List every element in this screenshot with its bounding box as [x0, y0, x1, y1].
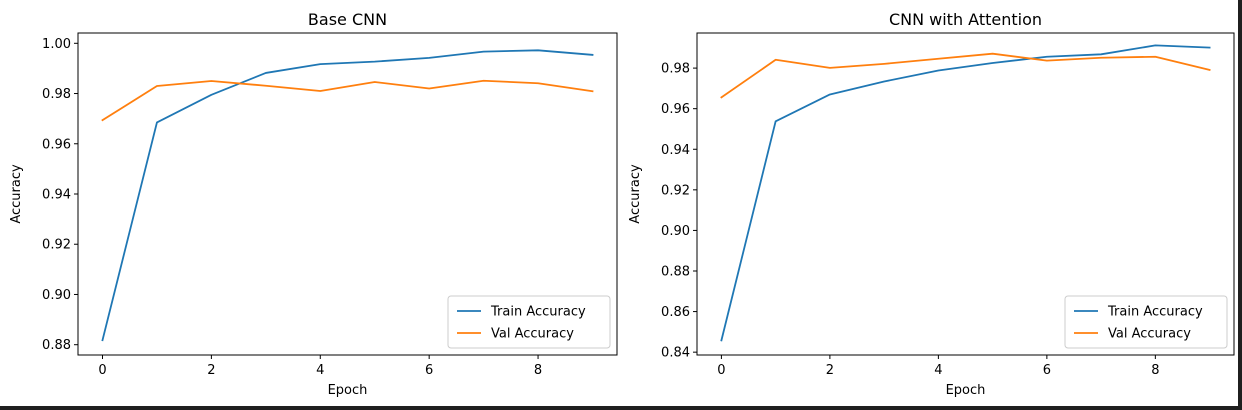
- y-tick-label: 0.94: [661, 143, 690, 158]
- legend-label: Train Accuracy: [490, 305, 586, 320]
- series-line-train-accuracy: [101, 49, 594, 342]
- y-tick-label: 0.86: [661, 305, 690, 320]
- y-tick-label: 1.00: [42, 37, 71, 52]
- chart-title: CNN with Attention: [889, 10, 1042, 29]
- subplot-2: CNN with Attention 0 2 4 6 8 0.84 0.86 0.88 0.90 0…: [628, 10, 1235, 398]
- legend: Train Accuracy Val Accuracy: [1064, 295, 1228, 349]
- y-tick-label: 0.98: [42, 87, 71, 102]
- x-tick-label: 0: [98, 363, 106, 378]
- axes-frame: [696, 32, 1235, 356]
- y-tick-label: 0.96: [661, 102, 690, 117]
- x-axis-label: Epoch: [328, 383, 368, 398]
- x-axis-label: Epoch: [946, 383, 986, 398]
- x-tick-label: 6: [1043, 363, 1051, 378]
- legend: Train Accuracy Val Accuracy: [447, 295, 611, 349]
- y-tick-label: 0.90: [661, 224, 690, 239]
- x-tick-label: 2: [207, 363, 215, 378]
- series-line-val-accuracy: [101, 79, 594, 122]
- y-tick-label: 0.88: [42, 338, 71, 353]
- legend-label: Train Accuracy: [1107, 305, 1203, 320]
- x-tick-label: 8: [534, 363, 542, 378]
- series-line-val-accuracy: [720, 52, 1211, 99]
- y-tick-label: 0.94: [42, 188, 71, 203]
- legend-label: Val Accuracy: [491, 327, 574, 342]
- x-tick-label: 0: [717, 363, 725, 378]
- y-axis-label: Accuracy: [628, 164, 643, 224]
- y-tick-label: 0.96: [42, 137, 71, 152]
- y-tick-label: 0.90: [42, 288, 71, 303]
- x-tick-label: 4: [316, 363, 324, 378]
- y-tick-label: 0.88: [661, 265, 690, 280]
- x-tick-label: 4: [934, 363, 942, 378]
- subplot-1: Base CNN 0 2 4 6 8 0.88 0.90 0.92 0.94 0.96 0.98 1.0…: [9, 10, 618, 398]
- y-tick-label: 0.84: [661, 346, 690, 361]
- y-axis-label: Accuracy: [9, 164, 24, 224]
- series-line-train-accuracy: [720, 44, 1211, 342]
- y-tick-label: 0.92: [661, 183, 690, 198]
- x-tick-label: 8: [1151, 363, 1159, 378]
- chart-title: Base CNN: [308, 10, 387, 29]
- legend-box: [447, 295, 611, 349]
- y-tick-label: 0.98: [661, 62, 690, 77]
- x-tick-label: 6: [425, 363, 433, 378]
- legend-label: Val Accuracy: [1108, 327, 1191, 342]
- x-tick-label: 2: [826, 363, 834, 378]
- y-tick-label: 0.92: [42, 238, 71, 253]
- legend-box: [1064, 295, 1228, 349]
